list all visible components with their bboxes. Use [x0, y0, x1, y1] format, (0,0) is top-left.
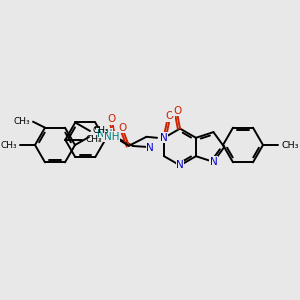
Text: O: O	[108, 114, 116, 124]
Text: N: N	[146, 143, 154, 153]
Text: NH: NH	[103, 132, 119, 142]
Text: CH₃: CH₃	[14, 117, 30, 126]
Text: CH₃: CH₃	[0, 140, 17, 149]
Text: N: N	[176, 160, 184, 170]
Text: O: O	[166, 111, 174, 121]
Text: O: O	[119, 123, 127, 133]
Text: CH₃: CH₃	[85, 135, 102, 144]
Text: CH₃: CH₃	[93, 127, 110, 136]
Text: N: N	[210, 157, 217, 167]
Text: N: N	[160, 133, 168, 143]
Text: NH: NH	[97, 129, 112, 139]
Text: CH₃: CH₃	[282, 140, 299, 149]
Text: O: O	[173, 106, 181, 116]
